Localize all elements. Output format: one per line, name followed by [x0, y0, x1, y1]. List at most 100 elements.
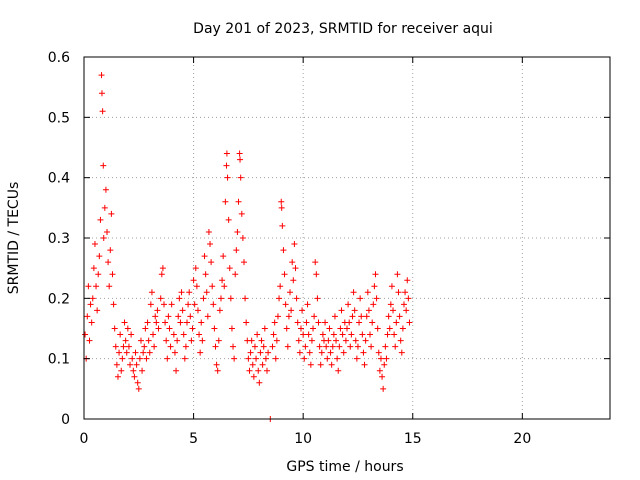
data-point [336, 343, 343, 350]
data-point [352, 337, 359, 344]
data-point [245, 355, 252, 362]
data-point [102, 186, 109, 193]
data-point [330, 331, 337, 338]
data-point [270, 331, 277, 338]
data-point [281, 271, 288, 278]
data-point [277, 283, 284, 290]
data-point [305, 331, 312, 338]
data-point [167, 343, 174, 350]
x-tick-label: 10 [294, 431, 312, 447]
data-point [338, 307, 345, 314]
data-point [179, 307, 186, 314]
data-point [128, 331, 135, 338]
y-tick-label: 0.1 [48, 352, 70, 368]
data-point [331, 313, 338, 320]
data-point [291, 241, 298, 248]
data-point [116, 349, 123, 356]
data-point [232, 271, 239, 278]
y-tick-label: 0.5 [48, 110, 70, 126]
data-point [383, 355, 390, 362]
data-point [111, 325, 118, 332]
data-point [129, 355, 136, 362]
grid-lines [84, 57, 610, 419]
data-point [264, 367, 271, 374]
data-point [130, 367, 137, 374]
data-point [329, 343, 336, 350]
data-point [402, 289, 409, 296]
data-point [127, 361, 134, 368]
data-point [292, 265, 299, 272]
data-point [255, 367, 262, 374]
data-point [367, 331, 374, 338]
data-point [157, 295, 164, 302]
data-point [237, 156, 244, 163]
data-point [140, 349, 147, 356]
data-point [110, 301, 117, 308]
data-point [185, 301, 192, 308]
data-point [304, 301, 311, 308]
data-point [397, 337, 404, 344]
data-point [396, 313, 403, 320]
data-point [261, 325, 268, 332]
chart-title: Day 201 of 2023, SRMTID for receiver aqu… [193, 21, 493, 37]
data-point [283, 325, 290, 332]
data-point [276, 295, 283, 302]
data-point [133, 361, 140, 368]
data-point [223, 150, 230, 157]
data-point [100, 235, 107, 241]
data-point [153, 319, 160, 326]
data-point [184, 319, 191, 326]
data-point [199, 337, 206, 344]
data-point [215, 337, 222, 344]
data-point [142, 325, 149, 332]
data-point [323, 343, 330, 350]
data-point [322, 319, 329, 326]
data-point [211, 325, 218, 332]
data-point [104, 228, 111, 235]
y-tick-label: 0.6 [48, 50, 70, 66]
data-point [203, 289, 210, 296]
data-point [258, 337, 265, 344]
data-point [315, 319, 322, 326]
data-point [233, 247, 240, 254]
data-point [143, 355, 150, 362]
data-point [135, 385, 142, 392]
data-point [114, 373, 121, 380]
data-point [228, 325, 235, 332]
data-point [164, 355, 171, 362]
data-point [137, 337, 144, 344]
data-point [360, 349, 367, 356]
data-point [340, 349, 347, 356]
data-point [250, 373, 257, 380]
data-point [353, 355, 360, 362]
data-point [388, 283, 395, 290]
data-point [231, 355, 238, 362]
data-point [327, 349, 334, 356]
data-point [271, 319, 278, 326]
data-point [213, 361, 220, 368]
data-point [313, 271, 320, 278]
data-point [85, 283, 92, 290]
data-point [107, 247, 114, 254]
data-point [296, 349, 303, 356]
data-point [380, 385, 387, 392]
data-point [144, 319, 151, 326]
data-point [358, 313, 365, 320]
data-point [123, 349, 130, 356]
data-point [171, 349, 178, 356]
data-point [87, 301, 94, 308]
data-point [148, 289, 155, 296]
data-point [368, 343, 375, 350]
data-point [300, 331, 307, 338]
data-point [299, 307, 306, 314]
data-point [257, 349, 264, 356]
data-point [177, 319, 184, 326]
data-point [326, 325, 333, 332]
data-point [400, 301, 407, 308]
data-point [324, 355, 331, 362]
data-point [376, 367, 383, 374]
data-point [314, 295, 321, 302]
data-point [226, 265, 233, 272]
data-point [119, 355, 126, 362]
data-point [374, 325, 381, 332]
